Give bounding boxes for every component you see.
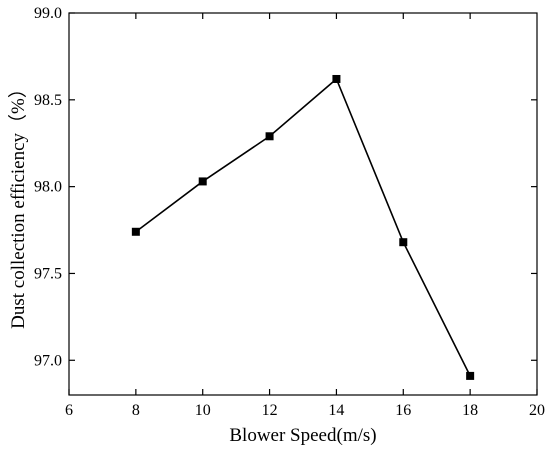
x-tick-label: 8 (132, 402, 140, 419)
data-point (466, 371, 475, 380)
y-tick-label: 99.0 (34, 5, 62, 22)
data-point (332, 74, 341, 83)
tick-labels: 6 8 10 12 14 16 18 20 97.0 97.5 98.0 98.5 99.0 (34, 5, 545, 419)
y-tick-label: 97.5 (34, 265, 62, 282)
y-tick-label: 98.0 (34, 179, 62, 196)
plot-frame (68, 12, 538, 396)
data-point (198, 177, 207, 186)
x-axis-title: Blower Speed(m/s) (229, 425, 376, 446)
data-point (399, 238, 408, 247)
x-tick-label: 14 (328, 402, 344, 419)
x-tick-label: 16 (395, 402, 411, 419)
y-tick-label: 98.5 (34, 92, 62, 109)
series-line (135, 77, 471, 377)
series-group (131, 74, 475, 380)
data-point (265, 132, 274, 141)
data-point (131, 227, 140, 236)
axis-ticks (68, 12, 538, 395)
x-tick-label: 20 (529, 402, 545, 419)
x-tick-label: 6 (65, 402, 73, 419)
x-tick-label: 10 (195, 402, 211, 419)
y-axis-title: Dust collection efficiency（%） (7, 79, 29, 329)
x-tick-label: 18 (462, 402, 478, 419)
x-tick-label: 12 (262, 402, 278, 419)
y-tick-label: 97.0 (34, 352, 62, 369)
